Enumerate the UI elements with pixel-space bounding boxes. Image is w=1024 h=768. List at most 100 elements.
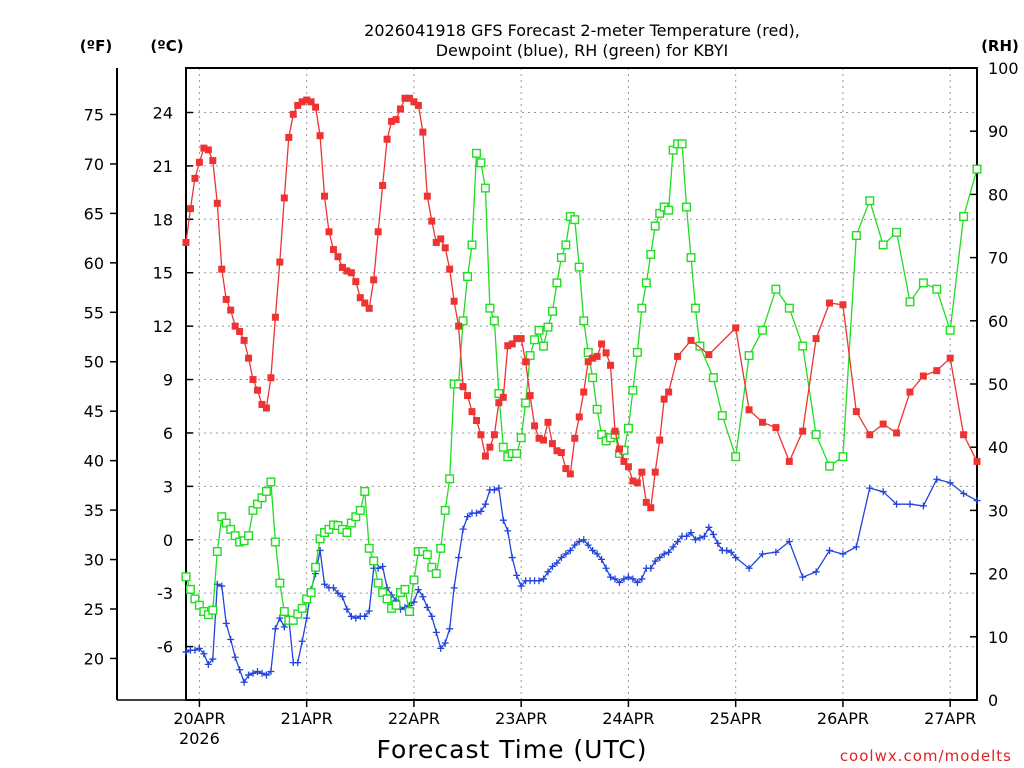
temperature-point (973, 457, 981, 465)
rh-point (404, 607, 414, 617)
temperature-point (236, 327, 244, 335)
temperature-point (249, 376, 257, 384)
temperature-point (785, 457, 793, 465)
dewpoint-point (665, 548, 673, 556)
temperature-point (468, 408, 476, 416)
temperature-point (218, 265, 226, 273)
rh-point (512, 449, 522, 459)
dewpoint-point (477, 507, 485, 515)
dewpoint-point (191, 646, 199, 654)
credit-link[interactable]: coolwx.com/modelts (840, 747, 1012, 765)
rh-point (798, 341, 808, 351)
temperature-point (665, 388, 673, 396)
temperature-point (303, 96, 311, 104)
rh-tick-label: 0 (988, 691, 998, 710)
temperature-point (204, 146, 212, 154)
dewpoint-point (723, 546, 731, 554)
temperature-point (812, 335, 820, 343)
temperature-point (544, 418, 552, 426)
temperature-point (428, 217, 436, 225)
temperature-point (227, 306, 235, 314)
temperature-point (379, 181, 387, 189)
temperature-point (338, 263, 346, 271)
dewpoint-point (249, 669, 257, 677)
rh-point (297, 603, 307, 613)
celsius-tick-label: 15 (153, 264, 173, 283)
dewpoint-point (593, 550, 601, 558)
celsius-tick-label: 3 (163, 477, 173, 496)
temperature-point (405, 94, 413, 102)
dewpoint-point (513, 571, 521, 579)
data-series (181, 94, 982, 686)
temperature-point (370, 276, 378, 284)
dewpoint-point (946, 479, 954, 487)
dewpoint-point (683, 532, 691, 540)
rh-point (185, 584, 195, 594)
dewpoint-point (231, 653, 239, 661)
rh-point (744, 351, 754, 361)
rh-tick-label: 40 (988, 438, 1008, 457)
rh-point (181, 572, 191, 582)
rh-point (463, 272, 473, 282)
rh-point (364, 543, 374, 553)
temperature-point (620, 457, 628, 465)
rh-point (311, 562, 321, 572)
temperature-point (356, 294, 364, 302)
x-tick-label: 20APR (173, 709, 225, 728)
dewpoint-point (455, 554, 463, 562)
rh-point (440, 505, 450, 515)
temperature-point (361, 299, 369, 307)
dewpoint-point (772, 548, 780, 556)
chart-title-line-1: 2026041918 GFS Forecast 2-meter Temperat… (364, 21, 800, 40)
rh-point (534, 325, 544, 335)
rh-point (400, 584, 410, 594)
dewpoint-point (656, 554, 664, 562)
x-tick-sublabel: 2026 (179, 729, 220, 748)
dewpoint-point (365, 607, 373, 615)
dewpoint-point (182, 648, 190, 656)
rh-tick-label: 10 (988, 628, 1008, 647)
rh-point (436, 543, 446, 553)
rh-point (422, 550, 432, 560)
temperature-point (432, 238, 440, 246)
dewpoint-point (580, 536, 588, 544)
rh-point (588, 373, 598, 383)
dewpoint-point (209, 655, 217, 663)
temperature-point (946, 354, 954, 362)
temperature-point (852, 408, 860, 416)
dewpoint-point (611, 575, 619, 583)
dewpoint-point (638, 575, 646, 583)
rh-point (467, 240, 477, 250)
rh-point (391, 600, 401, 610)
temperature-point (656, 436, 664, 444)
celsius-tick-label: 0 (163, 531, 173, 550)
dewpoint-point (589, 546, 597, 554)
temperature-point (553, 447, 561, 455)
temperature-point (508, 340, 516, 348)
dewpoint-point (195, 644, 203, 652)
rh-tick-label: 70 (988, 249, 1008, 268)
x-tick-label: 24APR (602, 709, 654, 728)
temperature-point (705, 351, 713, 359)
rh-point (373, 578, 383, 588)
temperature-point (347, 269, 355, 277)
dewpoint-point (562, 550, 570, 558)
x-tick-label: 25APR (710, 709, 762, 728)
dewpoint-point (557, 554, 565, 562)
dewpoint-point (745, 564, 753, 572)
dewpoint-point (785, 538, 793, 546)
x-tick-label: 27APR (924, 709, 976, 728)
rh-point (592, 404, 602, 414)
temperature-point (933, 367, 941, 375)
fahrenheit-tick-label: 25 (84, 600, 104, 619)
dewpoint-point (620, 575, 628, 583)
rh-point (552, 278, 562, 288)
rh-point (494, 388, 504, 398)
rh-point (851, 230, 861, 240)
dewpoint-point (687, 529, 695, 537)
dewpoint-point (464, 513, 472, 521)
dewpoint-point (423, 603, 431, 611)
rh-point (650, 221, 660, 231)
rh-point (717, 411, 727, 421)
temperature-point (397, 105, 405, 113)
